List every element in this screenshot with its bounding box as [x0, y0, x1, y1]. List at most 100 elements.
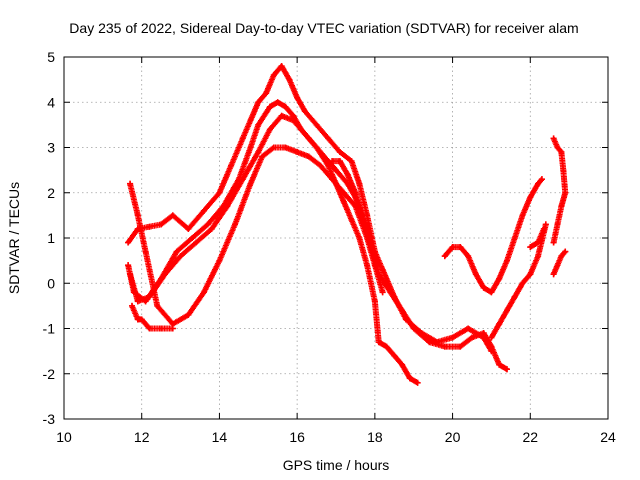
- data-point: [550, 135, 557, 142]
- data-point: [356, 180, 363, 187]
- x-tick-label: 16: [289, 429, 305, 445]
- x-tick-label: 18: [367, 429, 383, 445]
- data-point: [154, 302, 161, 309]
- x-tick-label: 12: [134, 429, 150, 445]
- data-point: [313, 144, 320, 151]
- data-point: [480, 284, 487, 291]
- data-point: [305, 153, 312, 160]
- data-point: [173, 248, 180, 255]
- data-point: [472, 271, 479, 278]
- data-point: [158, 325, 165, 332]
- data-point: [231, 221, 238, 228]
- data-point: [465, 325, 472, 332]
- data-point: [503, 366, 510, 373]
- data-point: [379, 266, 386, 273]
- data-point: [282, 144, 289, 151]
- data-point: [255, 99, 262, 106]
- data-point: [228, 162, 235, 169]
- y-tick-label: 2: [47, 185, 55, 201]
- data-point: [540, 225, 547, 232]
- data-point: [496, 361, 503, 368]
- series-track-9: [550, 135, 569, 246]
- data-point: [224, 203, 231, 210]
- data-point: [216, 257, 223, 264]
- data-point: [204, 221, 211, 228]
- data-point: [558, 203, 565, 210]
- data-point: [162, 271, 169, 278]
- data-point: [270, 144, 277, 151]
- data-point: [527, 194, 534, 201]
- data-point: [379, 289, 386, 296]
- y-tick-labels: -3 -2 -1 0 1 2 3 4 5: [43, 49, 56, 427]
- data-point: [146, 325, 153, 332]
- chart-title: Day 235 of 2022, Sidereal Day-to-day VTE…: [69, 20, 578, 36]
- data-point: [503, 257, 510, 264]
- data-point: [146, 293, 153, 300]
- data-point: [200, 289, 207, 296]
- data-point: [560, 167, 567, 174]
- data-point: [127, 271, 134, 278]
- data-point: [465, 253, 472, 260]
- data-point: [344, 171, 351, 178]
- data-point: [336, 158, 343, 165]
- data-point: [200, 207, 207, 214]
- y-tick-label: -1: [43, 321, 56, 337]
- data-point: [294, 149, 301, 156]
- data-point: [406, 375, 413, 382]
- data-point: [352, 189, 359, 196]
- data-point: [185, 225, 192, 232]
- data-point: [542, 221, 549, 228]
- data-point: [554, 144, 561, 151]
- y-tick-label: 1: [47, 230, 55, 246]
- data-point: [554, 221, 561, 228]
- data-point: [134, 212, 141, 219]
- data-point: [329, 176, 336, 183]
- data-point: [352, 203, 359, 210]
- data-point: [274, 99, 281, 106]
- data-point: [313, 121, 320, 128]
- data-point: [193, 239, 200, 246]
- data-point: [129, 302, 135, 309]
- data-point: [158, 221, 165, 228]
- x-axis-label: GPS time / hours: [283, 457, 390, 473]
- data-point: [558, 149, 565, 156]
- data-point: [146, 223, 153, 230]
- data-point: [399, 307, 406, 314]
- data-point: [266, 126, 273, 133]
- data-point: [301, 108, 308, 115]
- y-tick-label: 5: [47, 49, 55, 65]
- data-point: [441, 253, 448, 260]
- data-point: [329, 158, 336, 165]
- series-track-5: [129, 302, 176, 332]
- data-point: [426, 339, 433, 346]
- series-track-4: [127, 144, 386, 327]
- data-point: [480, 330, 487, 337]
- data-point: [259, 153, 266, 160]
- data-point: [142, 248, 149, 255]
- data-point: [263, 90, 270, 97]
- data-point: [177, 253, 184, 260]
- data-point: [371, 298, 378, 305]
- data-point: [247, 117, 254, 124]
- data-point: [387, 289, 394, 296]
- data-point: [554, 262, 561, 269]
- data-point: [371, 262, 378, 269]
- data-point: [414, 379, 421, 386]
- data-point: [527, 271, 534, 278]
- series-track-7: [441, 176, 545, 296]
- data-point: [449, 334, 456, 341]
- x-tick-label: 10: [56, 429, 72, 445]
- data-point: [266, 103, 273, 110]
- data-point: [169, 325, 176, 332]
- data-point: [336, 149, 343, 156]
- data-point: [441, 343, 448, 350]
- data-point: [290, 117, 297, 124]
- data-point: [333, 167, 339, 174]
- data-point: [535, 253, 542, 260]
- data-point: [348, 158, 355, 165]
- data-point: [340, 189, 347, 196]
- y-tick-label: -2: [43, 366, 56, 382]
- data-point: [356, 235, 363, 241]
